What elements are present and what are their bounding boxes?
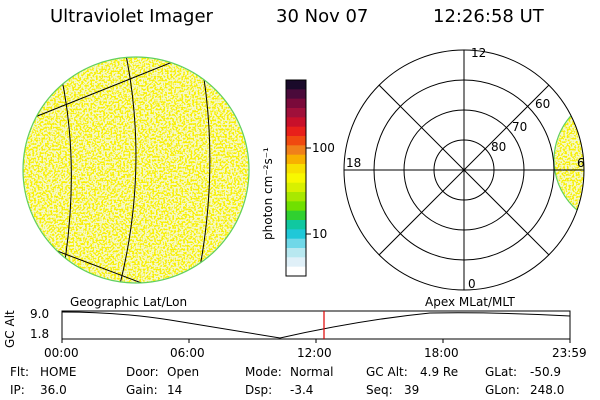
seq-value: 39 [404,383,420,397]
earth-limb [22,56,250,284]
colorbar-swatch [286,108,306,118]
dsp-label: Dsp: [245,383,273,397]
colorbar-swatch [286,145,306,156]
timeline-tick-2359: 23:59 [552,346,587,360]
timeline-tick-1200: 12:00 [297,346,332,360]
colorbar-swatch [286,229,306,240]
colorbar-swatch [286,210,306,221]
mlt-label-0: 0 [468,277,476,291]
apex-caption: Apex MLat/MLT [425,295,515,309]
mode-label: Mode: [245,365,282,379]
timeline-y-label: GC Alt [3,310,17,348]
colorbar-swatch [286,126,306,137]
colorbar-swatch [286,238,306,249]
geographic-image [22,56,250,284]
time-label: 12:26:58 UT [433,6,544,27]
mode-value: Normal [290,365,334,379]
timeline-y-max: 9.0 [30,307,50,321]
dsp-value: -3.4 [290,383,314,397]
timeline-tick-0600: 06:00 [170,346,205,360]
flt-value: HOME [40,365,77,379]
colorbar-swatch [286,117,306,128]
timeline-y-min: 1.8 [30,327,50,341]
seq-label: Seq: [366,383,393,397]
colorbar-swatch [286,192,306,202]
gain-label: Gain: [126,383,158,397]
mlt-label-6: 6 [577,156,585,170]
date-label: 30 Nov 07 [276,6,369,27]
colorbar-swatch [286,248,306,258]
colorbar-unit-label: photon cm⁻²s⁻¹ [261,147,275,240]
colorbar-swatch [286,266,306,277]
instrument-title: Ultraviolet Imager [50,6,213,27]
gcalt-label: GC Alt: [366,365,408,379]
mlat-label-60: 60 [535,97,551,111]
colorbar-swatch [286,98,306,109]
timeline-tick-1800: 18:00 [424,346,459,360]
colorbar-tick-100: 100 [312,141,335,155]
colorbar-tick-10: 10 [312,227,328,241]
mlat-label-80: 80 [491,140,507,154]
mlat-label-70: 70 [512,120,528,134]
colorbar-swatch [286,182,306,193]
timeline-tick-0000: 00:00 [44,346,79,360]
colorbar-swatch [286,201,306,212]
colorbar-swatch [286,164,306,174]
door-label: Door: [126,365,159,379]
colorbar-swatch [286,80,306,90]
glon-label: GLon: [485,383,520,397]
colorbar-swatch [286,154,306,165]
colorbar-swatch [286,220,306,230]
aurora-cap [554,94,584,226]
colorbar-swatch [286,173,306,184]
colorbar-swatch [286,89,306,100]
ip-label: IP: [10,383,25,397]
glat-value: -50.9 [530,365,562,379]
geographic-caption: Geographic Lat/Lon [70,295,188,309]
altitude-timeline [61,310,571,343]
mlt-label-12: 12 [471,46,487,60]
geo-grid-lines [23,57,211,283]
glat-label: GLat: [485,365,518,379]
polar-plot [343,49,585,291]
mlt-label-18: 18 [346,156,362,170]
flt-label: Flt: [10,365,29,379]
colorbar [285,79,311,277]
gcalt-value: 4.9 Re [420,365,459,379]
gain-value: 14 [167,383,183,397]
colorbar-swatch [286,136,306,146]
door-value: Open [167,365,200,379]
colorbar-swatch [286,257,306,268]
glon-value: 248.0 [530,383,565,397]
ip-value: 36.0 [40,383,67,397]
